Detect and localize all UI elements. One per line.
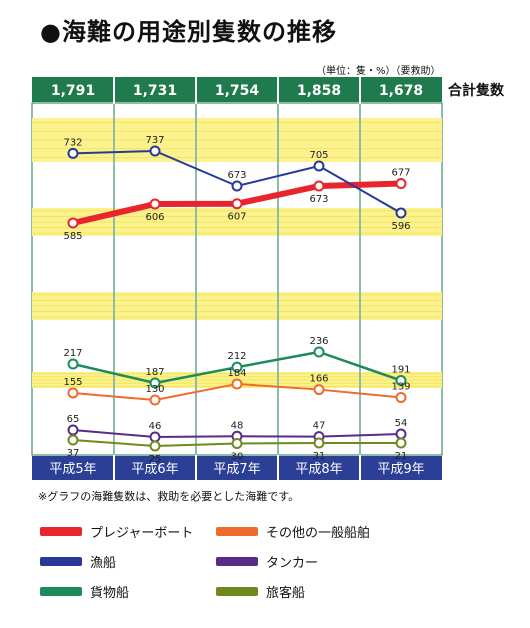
- data-label: 48: [231, 420, 244, 431]
- data-point: [149, 394, 161, 406]
- data-label: 585: [63, 231, 82, 242]
- data-point: [67, 434, 79, 446]
- data-label: 31: [313, 451, 326, 462]
- year-label: 平成9年: [377, 462, 424, 477]
- data-label: 46: [149, 421, 162, 432]
- legend-label: その他の一般船舶: [266, 525, 371, 541]
- data-point: [231, 361, 243, 373]
- legend-item: 旅客船: [216, 580, 305, 602]
- data-point: [395, 374, 407, 386]
- data-point: [313, 180, 325, 192]
- data-label: 732: [63, 137, 82, 148]
- data-label: 606: [145, 212, 164, 223]
- data-label: 54: [395, 418, 408, 429]
- data-label: 166: [309, 374, 328, 385]
- year-band: [32, 456, 442, 480]
- total-label: 1,731: [133, 83, 177, 99]
- data-point: [395, 178, 407, 189]
- data-label: 217: [63, 348, 82, 359]
- data-label: 187: [145, 367, 164, 378]
- chart-note: ※グラフの海難隻数は、救助を必要とした海難です。: [38, 490, 300, 503]
- data-point: [395, 391, 407, 403]
- data-point: [149, 145, 161, 157]
- data-point: [149, 198, 161, 210]
- legend-swatch: [40, 556, 82, 566]
- totals-band: [32, 77, 442, 102]
- data-label: 673: [309, 194, 328, 205]
- data-label: 212: [227, 351, 246, 362]
- data-label: 155: [63, 377, 82, 388]
- data-point: [313, 437, 325, 449]
- data-point: [231, 378, 243, 390]
- data-label: 139: [391, 381, 410, 392]
- data-point: [67, 358, 79, 370]
- data-point: [67, 387, 79, 399]
- legend-item: 漁船: [40, 550, 116, 572]
- legend-item: プレジャーボート: [40, 520, 193, 542]
- legend-swatch: [216, 526, 258, 536]
- year-label: 平成6年: [131, 462, 178, 477]
- data-label: 130: [145, 384, 164, 395]
- legend-swatch: [40, 586, 82, 596]
- data-label: 47: [313, 421, 326, 432]
- data-label: 677: [391, 168, 410, 179]
- data-label: 25: [149, 454, 162, 465]
- legend-label: プレジャーボート: [90, 525, 194, 541]
- total-label: 1,754: [215, 83, 260, 99]
- data-label: 37: [67, 448, 80, 459]
- data-point: [149, 377, 161, 389]
- legend-swatch: [216, 586, 258, 596]
- data-point: [67, 147, 79, 159]
- data-label: 705: [309, 150, 328, 161]
- data-point: [67, 424, 79, 436]
- data-label: 65: [67, 414, 80, 425]
- data-label: 607: [227, 212, 246, 223]
- data-point: [313, 346, 325, 358]
- data-label: 737: [145, 135, 164, 146]
- chart-legend: プレジャーボート その他の一般船舶漁船 タンカー貨物船 旅客船: [40, 520, 510, 620]
- data-point: [231, 438, 243, 449]
- legend-label: タンカー: [266, 555, 319, 571]
- legend-item: 貨物船: [40, 580, 129, 602]
- year-label: 平成8年: [295, 462, 342, 477]
- data-point: [231, 180, 243, 192]
- total-label: 1,678: [379, 83, 423, 99]
- totals-label: 合計隻数: [448, 83, 504, 99]
- data-label: 236: [309, 336, 328, 347]
- year-label: 平成7年: [213, 462, 260, 477]
- data-point: [67, 217, 79, 229]
- unit-note: （単位：隻・%）（要救助）: [316, 66, 441, 77]
- legend-item: タンカー: [216, 550, 318, 572]
- data-point: [149, 431, 161, 443]
- data-point: [313, 384, 325, 396]
- total-label: 1,791: [51, 83, 95, 99]
- legend-label: 漁船: [90, 555, 117, 571]
- data-label: 184: [227, 368, 246, 379]
- data-point: [231, 198, 243, 210]
- data-label: 30: [231, 452, 244, 463]
- page-title: ●海難の用途別隻数の推移: [40, 18, 337, 46]
- legend-item: その他の一般船舶: [216, 520, 370, 542]
- data-label: 191: [391, 364, 410, 375]
- legend-label: 貨物船: [90, 585, 130, 601]
- data-point: [395, 437, 407, 449]
- legend-label: 旅客船: [266, 585, 306, 601]
- year-label: 平成5年: [49, 462, 96, 477]
- data-point: [395, 428, 407, 440]
- data-point: [313, 160, 325, 172]
- data-label: 673: [227, 170, 246, 181]
- legend-swatch: [216, 556, 258, 566]
- data-label: 21: [395, 451, 408, 462]
- total-label: 1,858: [297, 83, 341, 99]
- legend-swatch: [40, 526, 82, 536]
- data-label: 596: [391, 221, 410, 232]
- data-point: [149, 440, 161, 452]
- data-point: [395, 207, 407, 219]
